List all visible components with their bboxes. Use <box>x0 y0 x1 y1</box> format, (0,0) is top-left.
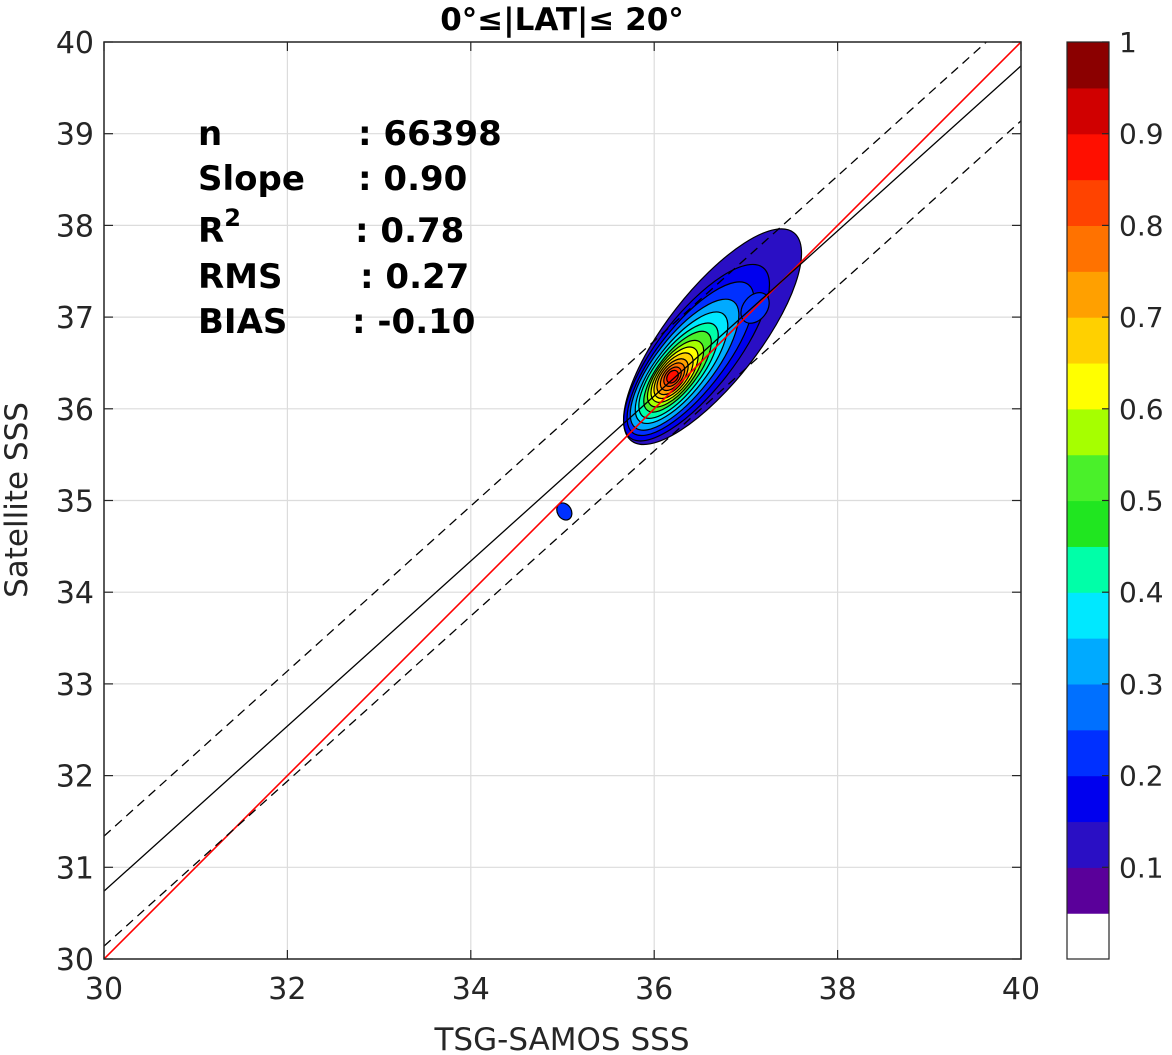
colorbar-tick-label: 0.4 <box>1119 576 1164 609</box>
fit-line <box>104 65 1021 892</box>
y-tick-label: 37 <box>56 301 94 336</box>
axis-ticks: 30 32 34 36 38 40 30 31 32 33 34 35 36 37 38 39 40 <box>56 26 1040 1007</box>
density-contour-level <box>666 369 679 384</box>
colorbar: 1 0.9 0.8 0.7 0.6 0.5 0.4 0.3 0.2 0.1 <box>1066 26 1164 960</box>
colorbar-tick-label: 0.7 <box>1119 301 1164 334</box>
x-axis-label: TSG-SAMOS SSS <box>434 1022 690 1055</box>
y-tick-label: 39 <box>56 118 94 153</box>
colorbar-segment <box>1067 87 1109 135</box>
y-axis-label: Satellite SSS <box>0 402 35 598</box>
colorbar-segment <box>1067 500 1109 547</box>
stat-slope-value: : 0.90 <box>358 159 467 199</box>
colorbar-segment <box>1067 592 1109 639</box>
colorbar-tick-label: 0.8 <box>1119 209 1164 242</box>
stat-n-label: n <box>198 114 222 154</box>
fit-upper-line <box>104 42 988 837</box>
colorbar-tick-label: 0.6 <box>1119 393 1164 426</box>
stat-rms-label: RMS <box>198 257 283 297</box>
stat-bias-label: BIAS <box>198 302 287 342</box>
colorbar-segment <box>1067 362 1109 410</box>
colorbar-segment <box>1067 271 1109 318</box>
grid-lines <box>103 41 1022 960</box>
x-tick-label: 30 <box>85 972 123 1007</box>
y-tick-label: 33 <box>56 668 94 703</box>
colorbar-tick-label: 0.1 <box>1119 851 1164 884</box>
y-tick-label: 36 <box>56 393 94 428</box>
colorbar-tick-label: 1 <box>1119 26 1137 59</box>
x-tick-label: 38 <box>819 972 857 1007</box>
stat-n-value: : 66398 <box>358 114 502 154</box>
colorbar-tick-label: 0.3 <box>1119 668 1164 701</box>
colorbar-segment <box>1067 42 1109 89</box>
y-tick-label: 32 <box>56 760 94 795</box>
regression-lines <box>104 42 1021 959</box>
stat-r2-sup: 2 <box>224 204 241 232</box>
stat-rms-value: : 0.27 <box>360 257 469 297</box>
y-tick-label: 31 <box>56 851 94 886</box>
y-tick-label: 30 <box>56 943 94 978</box>
y-tick-label: 40 <box>56 26 94 61</box>
stat-r2-value: : 0.78 <box>355 211 464 251</box>
x-tick-label: 36 <box>635 972 673 1007</box>
stat-r2-base: R <box>198 211 224 251</box>
colorbar-segment <box>1067 179 1109 226</box>
fit-lower-line <box>104 120 1021 947</box>
stat-bias-value: : -0.10 <box>352 302 475 342</box>
stat-slope-label: Slope <box>198 159 305 199</box>
stats-panel: n : 66398 Slope : 0.90 R2 : 0.78 RMS : 0… <box>198 114 502 342</box>
colorbar-segment <box>1067 683 1109 731</box>
colorbar-segment <box>1067 408 1109 456</box>
colorbar-tick-label: 0.9 <box>1119 118 1164 151</box>
identity-line <box>104 42 1021 959</box>
colorbar-segment <box>1067 317 1109 364</box>
y-tick-label: 34 <box>56 576 94 611</box>
colorbar-segment <box>1067 225 1109 272</box>
colorbar-segment <box>1067 729 1109 777</box>
x-tick-label: 32 <box>268 972 306 1007</box>
colorbar-segment <box>1067 454 1109 502</box>
stat-r2-label: R2 <box>198 204 241 251</box>
colorbar-segment <box>1067 821 1109 868</box>
colorbar-segment <box>1067 546 1109 593</box>
colorbar-segment <box>1067 867 1109 914</box>
colorbar-tick-label: 0.2 <box>1119 760 1164 793</box>
colorbar-segment <box>1067 133 1109 181</box>
colorbar-segment <box>1067 775 1109 823</box>
y-tick-label: 38 <box>56 209 94 244</box>
colorbar-tick-label: 0.5 <box>1119 485 1164 518</box>
colorbar-segment <box>1067 913 1109 960</box>
x-tick-label: 40 <box>1002 972 1040 1007</box>
chart-title: 0°≤|LAT|≤ 20° <box>440 2 684 38</box>
colorbar-segment <box>1067 638 1109 685</box>
x-tick-label: 34 <box>452 972 490 1007</box>
y-tick-label: 35 <box>56 485 94 520</box>
